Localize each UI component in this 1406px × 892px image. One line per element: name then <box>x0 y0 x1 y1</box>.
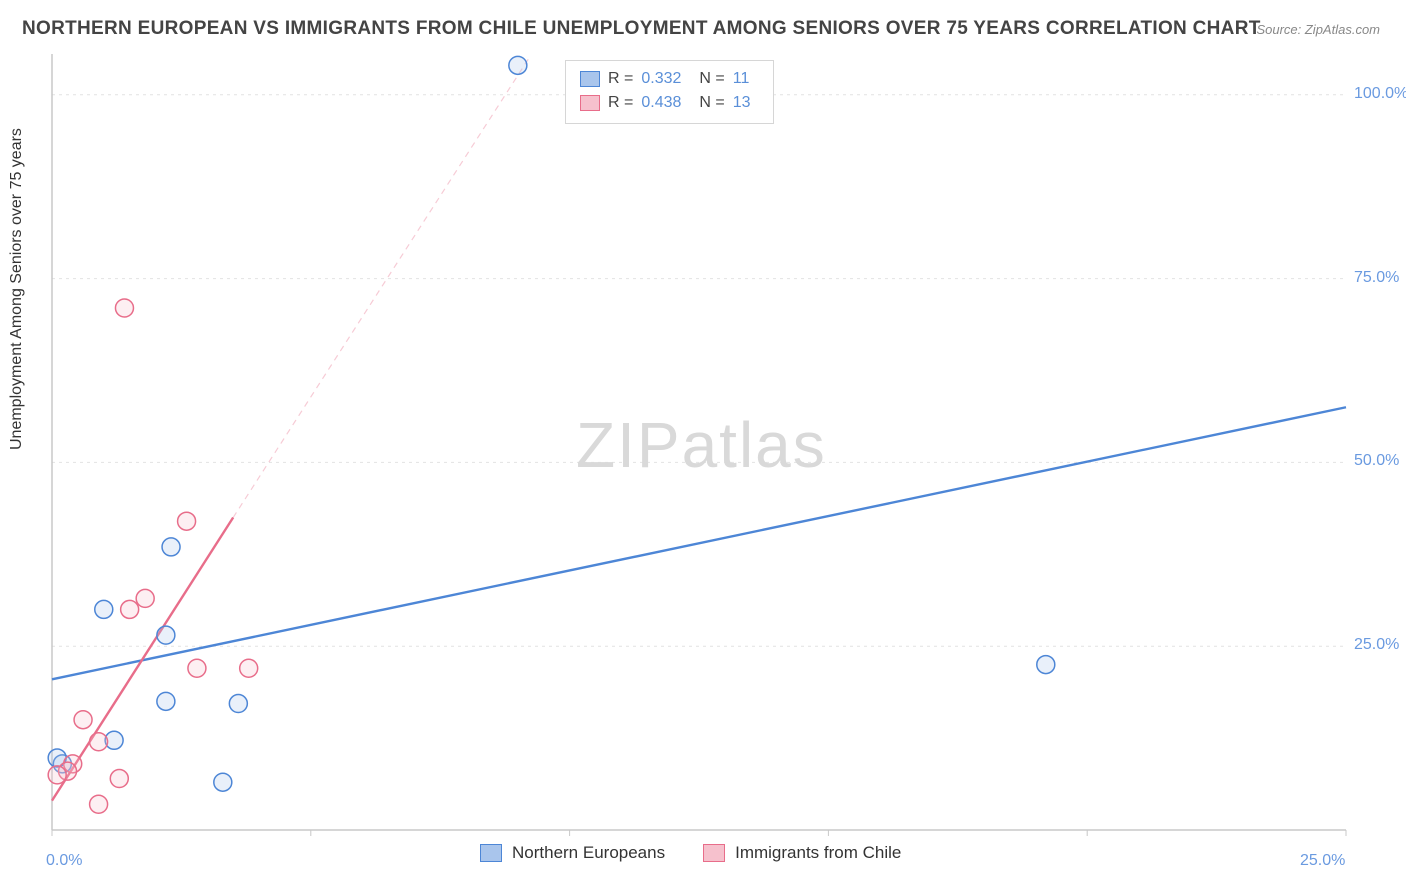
chart-container: NORTHERN EUROPEAN VS IMMIGRANTS FROM CHI… <box>0 0 1406 892</box>
n-value: 13 <box>733 94 759 112</box>
legend-label: Immigrants from Chile <box>735 843 901 863</box>
r-label: R = <box>608 94 633 112</box>
legend-swatch-pink <box>703 844 725 862</box>
r-value: 0.332 <box>641 70 681 88</box>
n-label: N = <box>699 94 724 112</box>
legend-swatch-pink <box>580 95 600 111</box>
legend-stats: R = 0.332 N = 11 R = 0.438 N = 13 <box>565 60 774 124</box>
scatter-chart <box>0 0 1406 892</box>
legend-stats-row: R = 0.332 N = 11 <box>580 67 759 91</box>
y-tick-label: 25.0% <box>1354 636 1399 654</box>
x-tick-label: 25.0% <box>1300 852 1345 870</box>
y-tick-label: 50.0% <box>1354 452 1399 470</box>
n-label: N = <box>699 70 724 88</box>
legend-stats-row: R = 0.438 N = 13 <box>580 91 759 115</box>
legend-label: Northern Europeans <box>512 843 665 863</box>
legend-series: Northern Europeans Immigrants from Chile <box>480 843 901 863</box>
r-label: R = <box>608 70 633 88</box>
legend-swatch-blue <box>580 71 600 87</box>
y-tick-label: 100.0% <box>1354 85 1406 103</box>
y-tick-label: 75.0% <box>1354 269 1399 287</box>
r-value: 0.438 <box>641 94 681 112</box>
x-tick-label: 0.0% <box>46 852 82 870</box>
legend-swatch-blue <box>480 844 502 862</box>
n-value: 11 <box>733 70 759 88</box>
